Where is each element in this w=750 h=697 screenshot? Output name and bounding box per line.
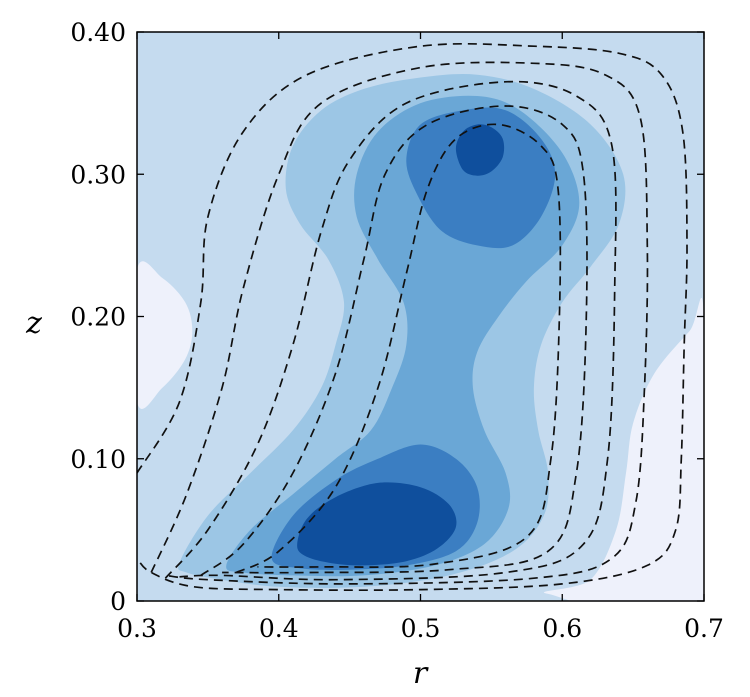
contour-fill-level-0-1 xyxy=(544,298,704,601)
x-tick-label-1: 0.4 xyxy=(259,614,299,643)
x-tick-label-3: 0.6 xyxy=(542,614,582,643)
y-axis-label: z xyxy=(25,306,42,341)
axis-ticks xyxy=(136,31,705,602)
dashed-contour-line-3 xyxy=(200,105,588,577)
contour-fill-level-0-0 xyxy=(137,261,193,409)
contour-fill-level-5-1 xyxy=(455,124,505,176)
x-tick-label-4: 0.7 xyxy=(684,614,724,643)
dashed-contour-line-1 xyxy=(150,61,649,585)
y-tick-label-1: 0.10 xyxy=(70,445,126,474)
axis-tick-labels: 0.3 0.4 0.5 0.6 0.7 0 0.10 0.20 0.30 0.40 xyxy=(70,18,724,643)
y-tick-label-4: 0.40 xyxy=(70,18,126,47)
y-tick-label-0: 0 xyxy=(110,587,126,616)
filled-contours xyxy=(137,73,704,601)
y-tick-label-2: 0.20 xyxy=(70,303,126,332)
dashed-contour-line-4 xyxy=(235,123,562,574)
contour-fill-level-4-1 xyxy=(406,107,556,249)
contour-fill-level-5-0 xyxy=(297,482,457,566)
x-axis-label: r xyxy=(413,656,429,691)
dashed-contour-line-2 xyxy=(164,80,617,581)
dashed-contours xyxy=(137,42,688,592)
x-tick-label-0: 0.3 xyxy=(117,614,157,643)
x-tick-label-2: 0.5 xyxy=(401,614,441,643)
dashed-contour-line-0 xyxy=(137,42,688,592)
y-tick-label-3: 0.30 xyxy=(70,160,126,189)
